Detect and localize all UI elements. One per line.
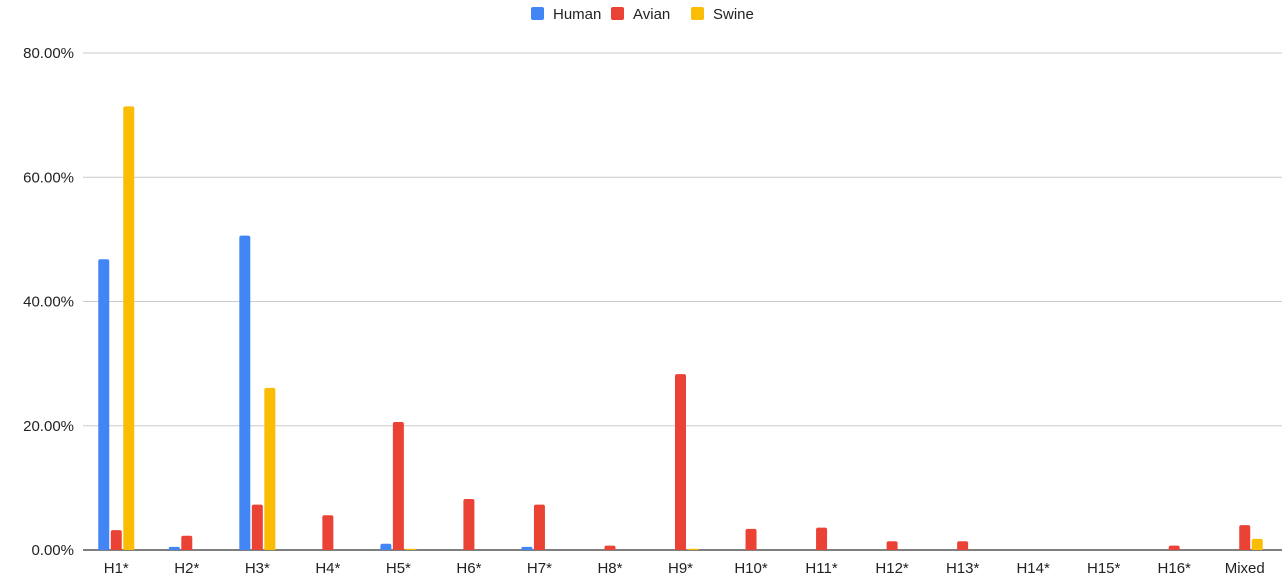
- x-tick-label: H6*: [456, 560, 481, 577]
- bar-avian-h5: [392, 422, 404, 550]
- y-tick-label: 20.00%: [23, 418, 74, 435]
- bar-avian-h7: [533, 504, 545, 550]
- bar-avian-mixed: [1239, 525, 1251, 550]
- bar-avian-h2: [181, 535, 193, 550]
- bar-avian-h6: [463, 499, 475, 550]
- y-tick-label: 40.00%: [23, 294, 74, 311]
- bar-human-h5: [380, 543, 392, 550]
- bar-avian-h4: [322, 515, 334, 550]
- x-tick-label: H11*: [805, 560, 837, 577]
- bar-avian-h3: [251, 504, 263, 550]
- legend-swatch-human: [531, 7, 544, 20]
- legend-label-swine: Swine: [713, 6, 754, 23]
- x-tick-label: H14*: [1016, 560, 1050, 577]
- legend-label-avian: Avian: [633, 6, 670, 23]
- bar-swine-h1: [123, 106, 135, 551]
- bars: [98, 106, 1263, 551]
- x-tick-label: H10*: [734, 560, 768, 577]
- legend-swatch-swine: [691, 7, 704, 20]
- x-tick-label: H9*: [668, 560, 693, 577]
- bar-avian-h13: [957, 541, 969, 550]
- bar-human-h2: [168, 546, 180, 550]
- x-tick-label: H16*: [1158, 560, 1192, 577]
- y-tick-label: 80.00%: [23, 45, 74, 62]
- bar-human-h3: [239, 235, 251, 550]
- x-axis: H1* H2* H3* H4* H5* H6* H7* H8* H9* H10* H11* H12* H…: [104, 560, 1265, 577]
- legend: Human Avian Swine: [531, 6, 754, 23]
- x-tick-label: H4*: [315, 560, 340, 577]
- x-tick-label: H8*: [597, 560, 622, 577]
- bar-swine-mixed: [1251, 538, 1263, 550]
- x-tick-label: H12*: [875, 560, 909, 577]
- x-tick-label: H5*: [386, 560, 411, 577]
- bar-avian-h1: [110, 530, 122, 550]
- y-axis: 0.00% 20.00% 40.00% 60.00% 80.00%: [23, 45, 74, 559]
- bar-swine-h5: [405, 548, 417, 550]
- x-tick-label: Mixed: [1225, 560, 1265, 577]
- x-tick-label: H1*: [104, 560, 129, 577]
- x-tick-label: H13*: [946, 560, 980, 577]
- bar-avian-h9: [675, 374, 686, 550]
- y-tick-label: 60.00%: [23, 169, 74, 186]
- bar-avian-h8: [604, 545, 616, 550]
- bar-avian-h10: [745, 528, 757, 550]
- y-tick-label: 0.00%: [31, 542, 74, 559]
- bar-avian-h11: [816, 527, 828, 550]
- x-tick-label: H7*: [527, 560, 552, 577]
- bar-human-h1: [98, 259, 110, 550]
- bar-avian-h12: [886, 541, 898, 550]
- x-tick-label: H3*: [245, 560, 270, 577]
- bar-swine-h3: [264, 387, 276, 550]
- legend-swatch-avian: [611, 7, 624, 20]
- bar-avian-h16: [1168, 545, 1180, 550]
- bar-human-h7: [521, 546, 533, 550]
- x-tick-label: H2*: [174, 560, 199, 577]
- bar-swine-h9: [687, 548, 699, 550]
- x-tick-label: H15*: [1087, 560, 1121, 577]
- legend-label-human: Human: [553, 6, 601, 23]
